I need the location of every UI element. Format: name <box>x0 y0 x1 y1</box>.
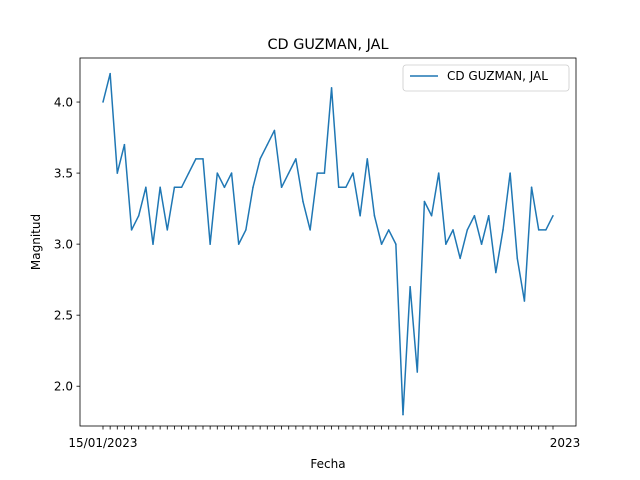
data-point <box>480 243 483 245</box>
data-point <box>359 214 361 217</box>
x-axis-label: Fecha <box>310 457 345 471</box>
data-point <box>423 200 426 203</box>
y-tick-label: 4.0 <box>54 95 73 109</box>
data-point <box>159 186 161 189</box>
data-point <box>495 271 497 274</box>
legend-label: CD GUZMAN, JAL <box>447 69 548 83</box>
data-point <box>445 243 447 245</box>
data-point <box>195 158 197 160</box>
data-point <box>116 172 119 174</box>
data-point <box>416 371 419 373</box>
data-point <box>216 172 219 174</box>
legend-box <box>402 64 570 92</box>
legend: CD GUZMAN, JAL <box>402 64 570 92</box>
chart-title: CD GUZMAN, JAL <box>267 37 388 53</box>
data-point <box>309 229 311 231</box>
data-point <box>430 214 433 217</box>
data-point <box>123 143 126 146</box>
data-point <box>109 72 111 75</box>
data-point <box>552 214 554 217</box>
data-point <box>523 300 526 302</box>
data-point <box>459 257 461 260</box>
data-point <box>130 229 133 231</box>
data-point <box>537 229 540 231</box>
data-point <box>209 243 211 245</box>
data-point <box>345 186 347 189</box>
plot-frame <box>79 57 577 427</box>
data-point <box>180 186 183 189</box>
data-point <box>452 229 454 231</box>
data-point <box>502 229 504 231</box>
data-point <box>387 229 390 231</box>
data-point <box>152 243 154 245</box>
y-tick-label: 2.0 <box>54 380 73 394</box>
data-point <box>316 172 319 174</box>
data-point <box>373 214 376 217</box>
data-point <box>466 229 469 231</box>
x-tick-label-last: 2023 <box>550 436 581 450</box>
data-point <box>237 243 240 245</box>
data-point <box>202 158 204 160</box>
data-point <box>252 186 254 189</box>
data-point <box>402 413 404 416</box>
data-point <box>166 229 169 231</box>
x-tick-label-first: 15/01/2023 <box>68 436 137 450</box>
data-point <box>516 257 519 260</box>
series-layer <box>102 72 554 416</box>
data-point <box>266 143 269 146</box>
data-point <box>223 186 226 189</box>
data-point <box>545 229 547 231</box>
y-ticks: 2.0 2.5 3.0 3.5 4.0 <box>54 95 80 394</box>
y-tick-label: 3.5 <box>54 166 73 180</box>
data-point <box>366 158 369 160</box>
data-point <box>437 172 440 174</box>
data-point <box>530 186 533 189</box>
data-point <box>245 229 247 231</box>
y-axis-label: Magnitud <box>29 214 43 270</box>
data-point <box>473 214 476 217</box>
data-point <box>295 158 297 160</box>
data-point <box>330 87 333 89</box>
data-point <box>173 186 176 189</box>
data-point <box>409 286 411 288</box>
data-point <box>487 214 490 217</box>
data-point <box>273 129 276 132</box>
data-point <box>145 186 147 189</box>
data-point <box>287 172 290 174</box>
y-tick-label: 3.0 <box>54 237 73 251</box>
series-line <box>102 72 554 416</box>
data-point <box>323 172 326 174</box>
data-point <box>509 172 511 174</box>
data-point <box>352 172 354 174</box>
data-point <box>395 243 397 245</box>
x-ticks: 15/01/2023 2023 <box>68 426 580 450</box>
data-point <box>280 186 283 189</box>
data-point <box>230 172 233 174</box>
data-point <box>302 200 304 203</box>
data-point <box>137 214 140 217</box>
data-point <box>380 243 383 245</box>
data-point <box>259 158 261 160</box>
data-point <box>102 101 104 103</box>
data-point <box>187 172 190 174</box>
data-point <box>337 186 340 189</box>
y-tick-label: 2.5 <box>54 308 73 322</box>
